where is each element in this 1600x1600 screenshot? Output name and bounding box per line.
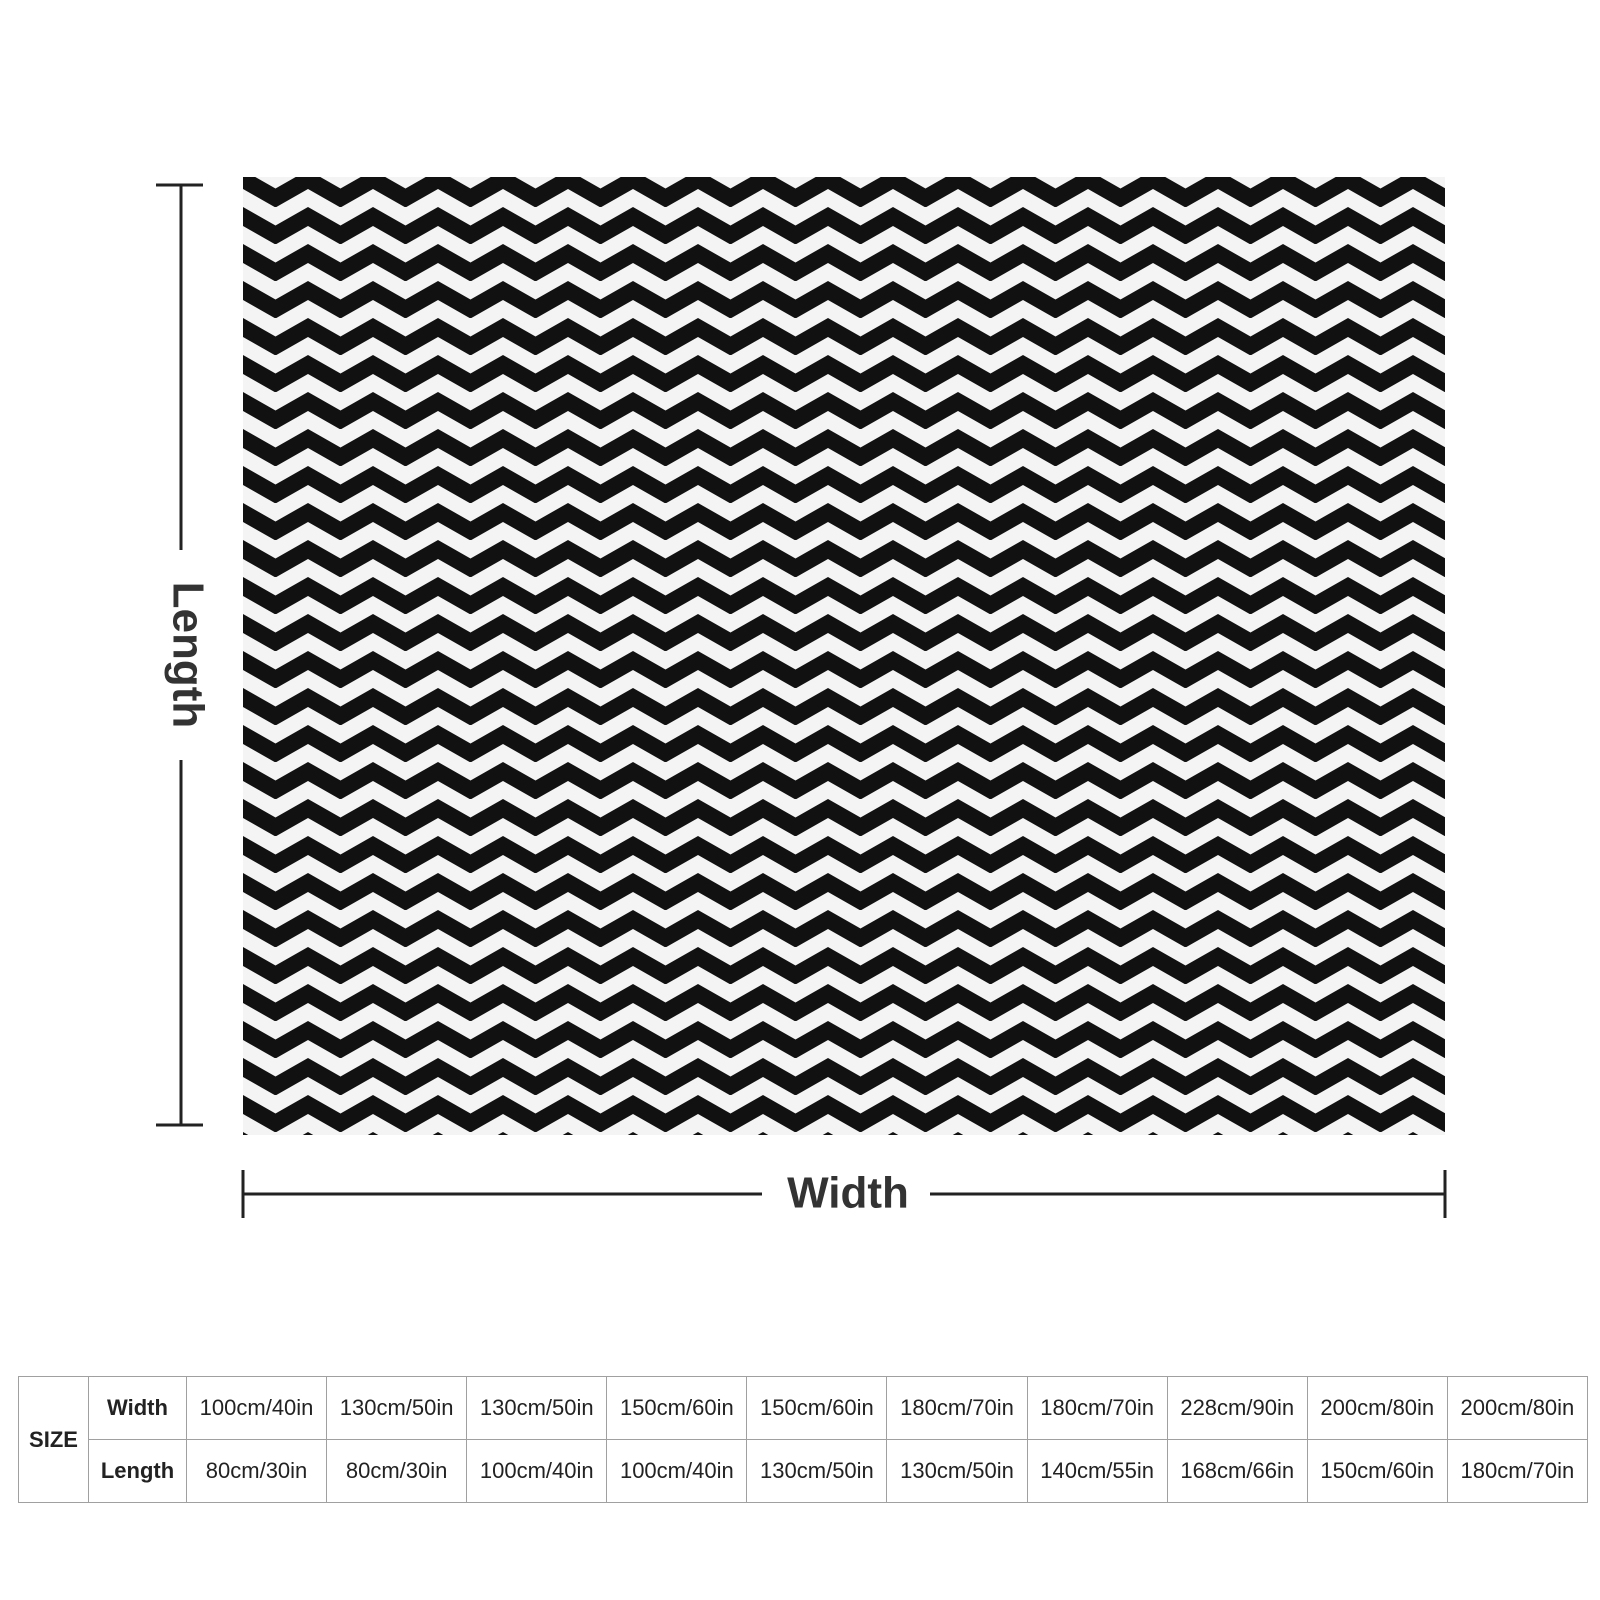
size-cell: 130cm/50in — [326, 1376, 468, 1440]
size-cell: 168cm/66in — [1166, 1439, 1308, 1503]
size-cell: 180cm/70in — [886, 1376, 1028, 1440]
size-cell: 150cm/60in — [606, 1376, 748, 1440]
blanket — [243, 177, 1445, 1135]
width-label: Width — [787, 1169, 909, 1218]
table-row: Length 80cm/30in 80cm/30in 100cm/40in 100cm/… — [19, 1439, 1589, 1503]
row-label: Width — [88, 1376, 187, 1440]
width-dimension — [241, 1170, 1447, 1218]
size-cell: 228cm/90in — [1166, 1376, 1308, 1440]
size-cell: 180cm/70in — [1026, 1376, 1168, 1440]
size-header: SIZE — [18, 1376, 89, 1503]
size-cell: 100cm/40in — [466, 1439, 608, 1503]
size-cell: 180cm/70in — [1446, 1439, 1589, 1503]
size-cell: 80cm/30in — [326, 1439, 468, 1503]
size-cell: 200cm/80in — [1446, 1376, 1589, 1440]
size-table: SIZE Width 100cm/40in 130cm/50in 130cm/50in 1… — [18, 1376, 1589, 1503]
product-image: Length Width — [156, 177, 1447, 1218]
table-row: SIZE Width 100cm/40in 130cm/50in 130cm/50in 1… — [18, 1376, 1589, 1503]
size-cell: 100cm/40in — [185, 1376, 328, 1440]
length-label: Length — [163, 582, 212, 729]
size-cell: 150cm/60in — [746, 1376, 888, 1440]
size-cell: 130cm/50in — [466, 1376, 608, 1440]
row-label: Length — [88, 1439, 187, 1503]
size-cell: 200cm/80in — [1306, 1376, 1448, 1440]
size-cell: 130cm/50in — [886, 1439, 1028, 1503]
size-cell: 130cm/50in — [746, 1439, 888, 1503]
length-dimension — [156, 183, 203, 1127]
size-cell: 140cm/55in — [1026, 1439, 1168, 1503]
size-cell: 100cm/40in — [606, 1439, 748, 1503]
size-cell: 80cm/30in — [185, 1439, 328, 1503]
size-cell: 150cm/60in — [1306, 1439, 1448, 1503]
